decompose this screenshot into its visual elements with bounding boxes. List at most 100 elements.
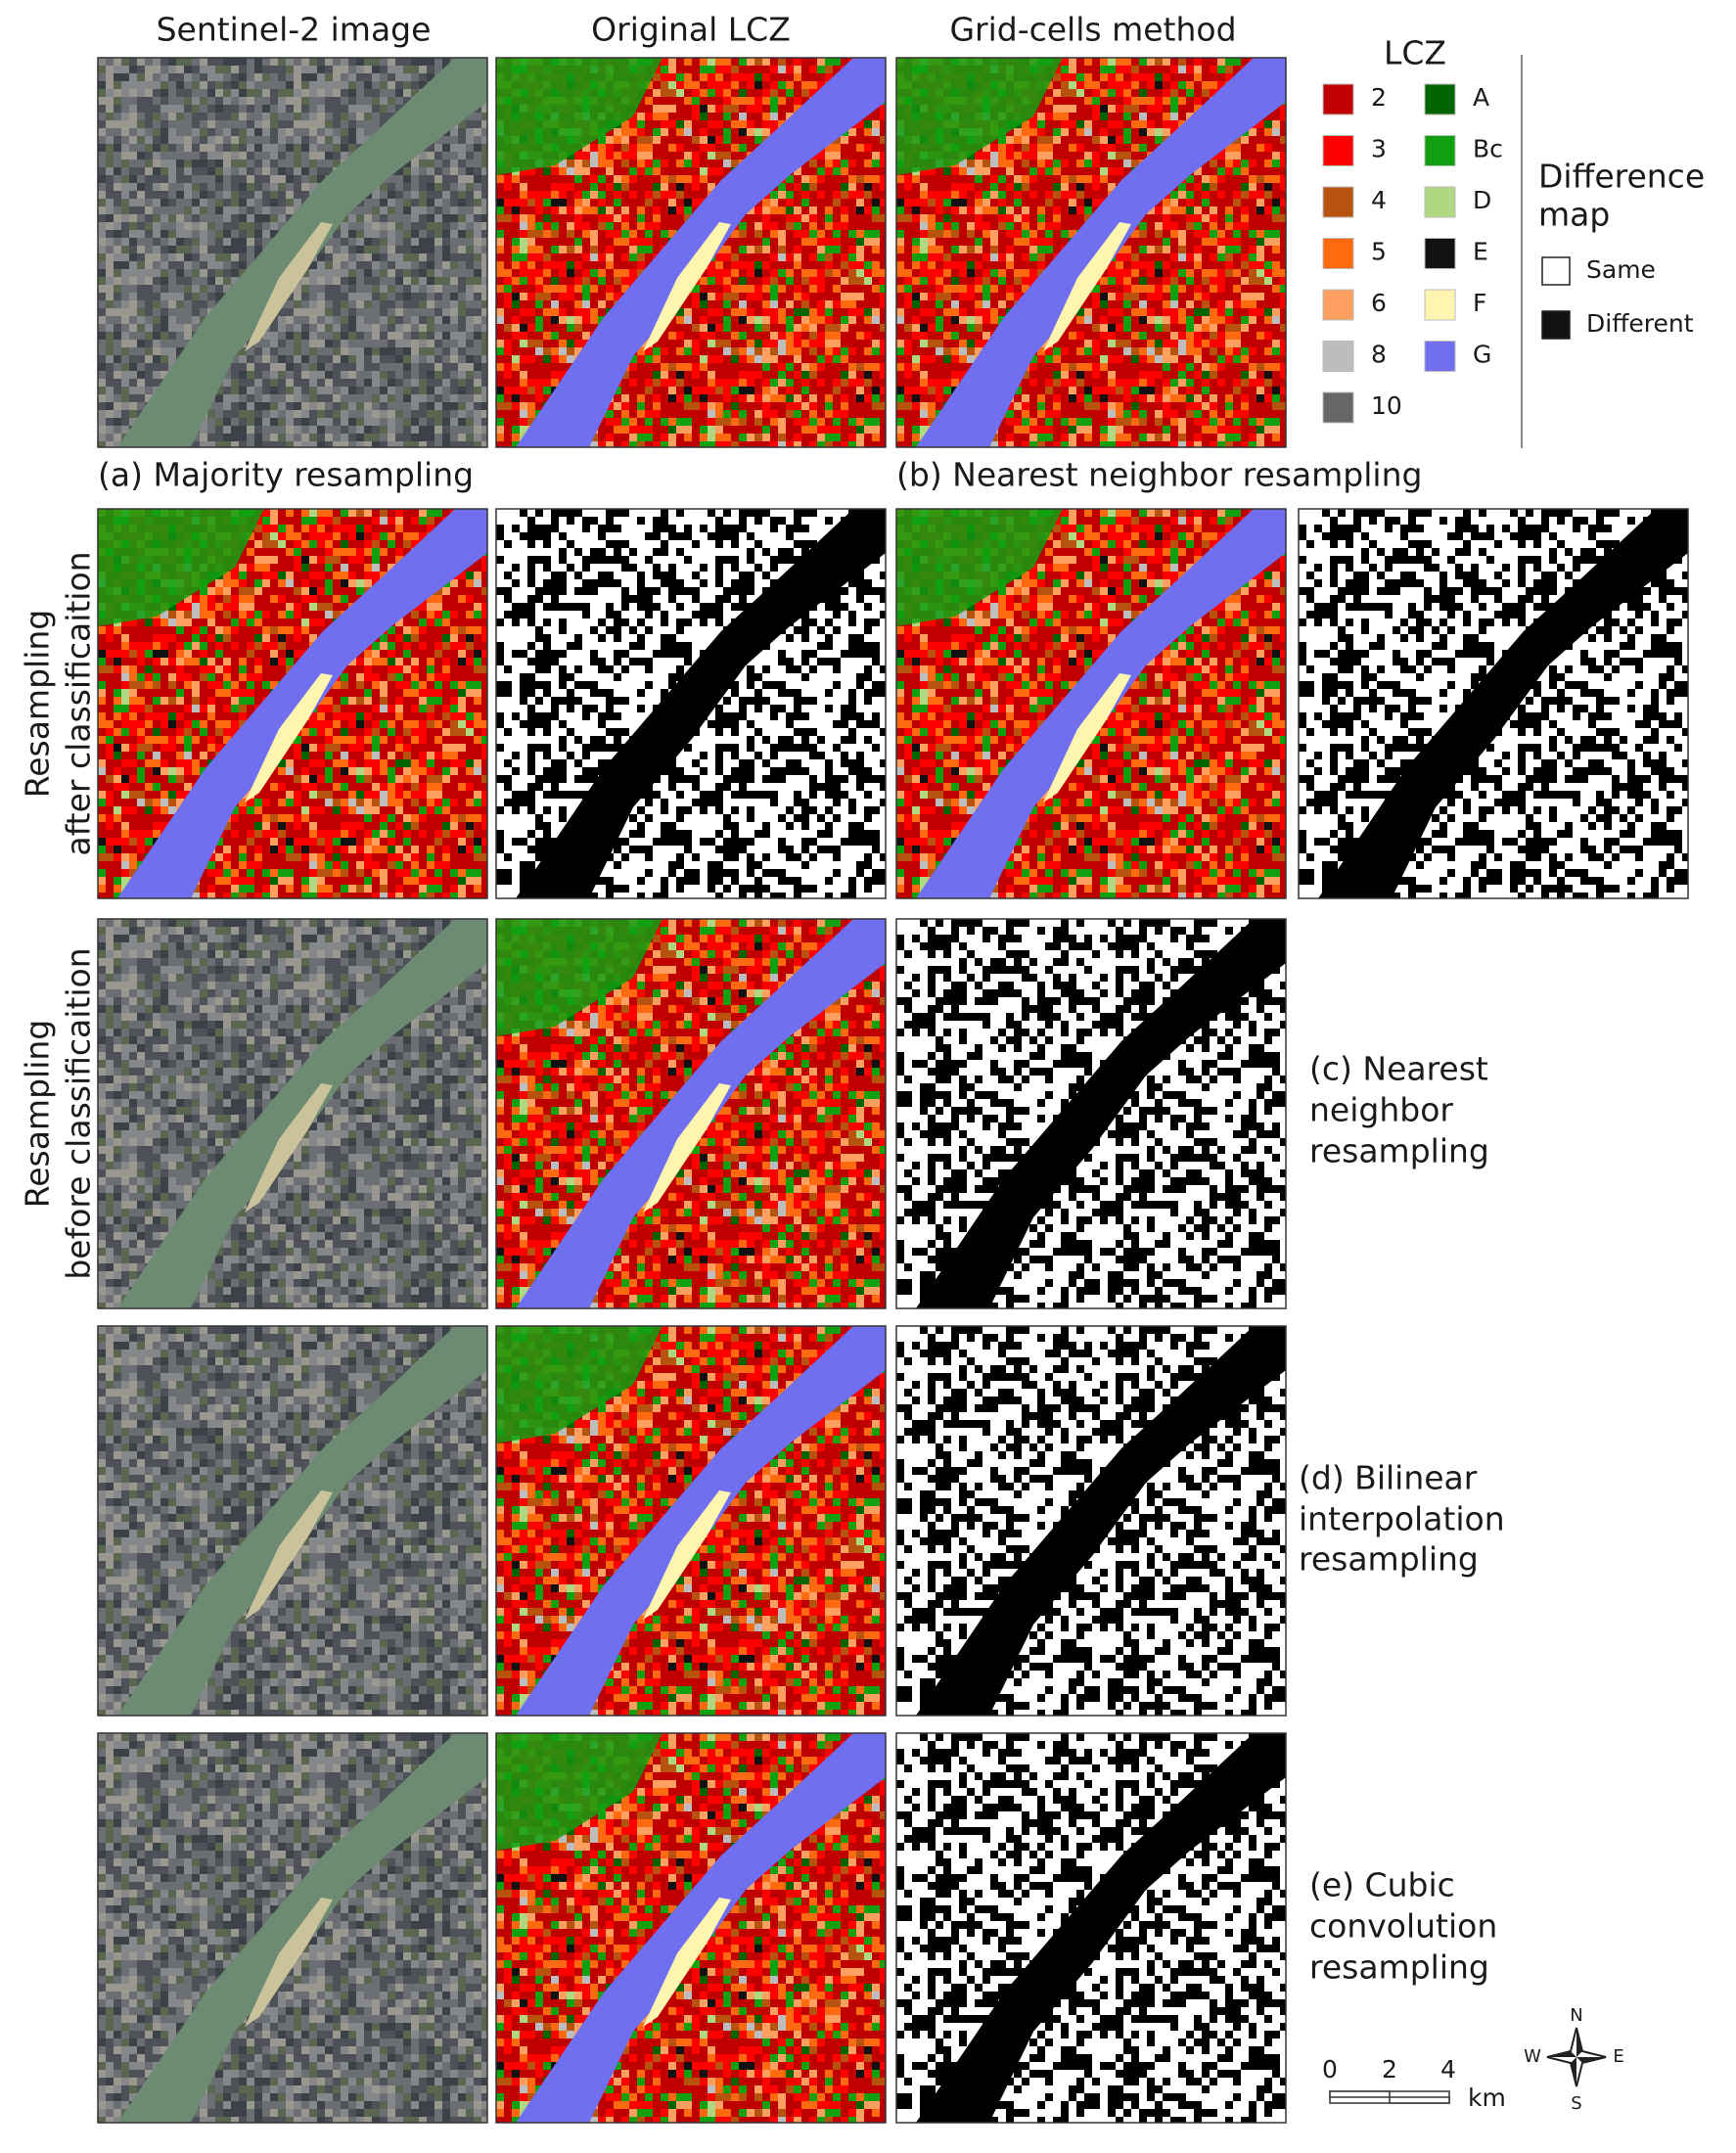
legend-label: 5 [1371,238,1387,266]
compass-label: E [1613,2046,1623,2067]
vegetation-area [496,1733,662,1851]
legend-label: 8 [1371,341,1387,369]
river-bar [643,1490,731,1620]
caption: convolution [1309,1907,1497,1946]
map-panel [495,508,887,899]
map-panel [495,918,887,1309]
scale-label: 2 [1382,2055,1397,2084]
scale-label: 0 [1322,2055,1338,2084]
river-bar [245,1490,333,1620]
legend-swatch [1322,238,1354,269]
map-panel [97,918,488,1309]
map-frame [97,1732,488,2124]
river [916,1326,1286,1716]
caption: (c) Nearest [1309,1050,1488,1088]
map-panel [495,1325,887,1717]
scale-bar: 0 2 4 km [1322,2055,1506,2112]
vegetation-area [496,1326,662,1443]
river-bar [245,673,333,802]
legend-swatch [1541,310,1571,340]
river-bar [245,1083,333,1213]
legend-swatch [1424,135,1456,166]
legend-swatch [1322,186,1354,218]
compass-label: N [1570,2005,1582,2026]
legend-swatch [1322,391,1354,424]
caption: resampling [1309,1948,1489,1987]
row-label: Resampling before classificaition [19,947,98,1279]
map-panel [895,508,1287,899]
map-frame [97,57,488,448]
legend-swatch [1322,83,1354,115]
map-frame [895,508,1287,899]
river [1318,509,1688,898]
row-label-line: after classificaition [60,551,98,855]
map-panel [895,57,1287,448]
legend-swatch [1541,256,1571,286]
legend-swatch [1424,186,1456,218]
vegetation-area [896,509,1063,626]
legend-title: LCZ [1384,34,1446,72]
map-frame [495,918,887,1309]
river [916,919,1286,1308]
river-bar [643,1898,731,2027]
legend-swatch [1424,238,1456,269]
legend-label: 10 [1371,391,1402,420]
map-frame [97,508,488,899]
compass-shading [1547,2028,1606,2086]
legend-label: 4 [1371,186,1387,214]
row-label-line: Resampling [19,610,57,798]
map-panel [97,1325,488,1717]
river-bar [245,1898,333,2027]
map-panel [495,57,887,448]
caption: (a) Majority resampling [98,456,474,494]
caption: interpolation [1299,1500,1505,1538]
caption: (d) Bilinear [1299,1459,1478,1497]
caption: (b) Nearest neighbor resampling [896,456,1422,494]
river [516,509,886,898]
legend-label: Same [1586,255,1656,284]
map-frame [1298,508,1689,899]
map-panel [495,1732,887,2124]
vegetation-area [98,509,264,626]
map-frame [895,1732,1287,2124]
row-label-line: before classificaition [60,947,98,1279]
scale-label: 4 [1440,2055,1456,2084]
row-label-line: Resampling [19,1020,57,1208]
map-frame [495,1732,887,2124]
legend-swatch [1424,341,1456,372]
map-frame [495,57,887,448]
vegetation-area [496,919,662,1036]
compass: N E S W [1524,2005,1624,2114]
column-header: Grid-cells method [949,11,1236,49]
legend-label: E [1473,238,1488,266]
river-bar [643,222,731,351]
legend-label: A [1473,83,1489,112]
caption: resampling [1299,1540,1479,1579]
difference-legend-title: map [1538,196,1610,234]
map-panel [895,1325,1287,1717]
difference-legend-title: Difference [1538,158,1705,196]
map-panel [97,57,488,448]
map-panels [97,57,1689,2124]
legend-label: 3 [1371,135,1387,163]
column-header: Original LCZ [591,11,791,49]
row-label: Resampling after classificaition [19,551,98,855]
legend-label: 6 [1371,289,1387,317]
river-bar [1043,673,1131,802]
map-frame [895,57,1287,448]
map-frame [495,1325,887,1717]
river-bar [1043,222,1131,351]
column-header: Sentinel-2 image [157,11,432,49]
map-panel [895,1732,1287,2124]
legend-label: Different [1586,309,1694,338]
legend-label: F [1473,289,1486,317]
map-frame [97,918,488,1309]
map-frame [895,1325,1287,1717]
legend-label: Bc [1473,135,1503,163]
legend-swatch [1322,289,1354,321]
legend-swatch [1424,289,1456,321]
map-frame [97,1325,488,1717]
legend-label: G [1473,341,1491,369]
